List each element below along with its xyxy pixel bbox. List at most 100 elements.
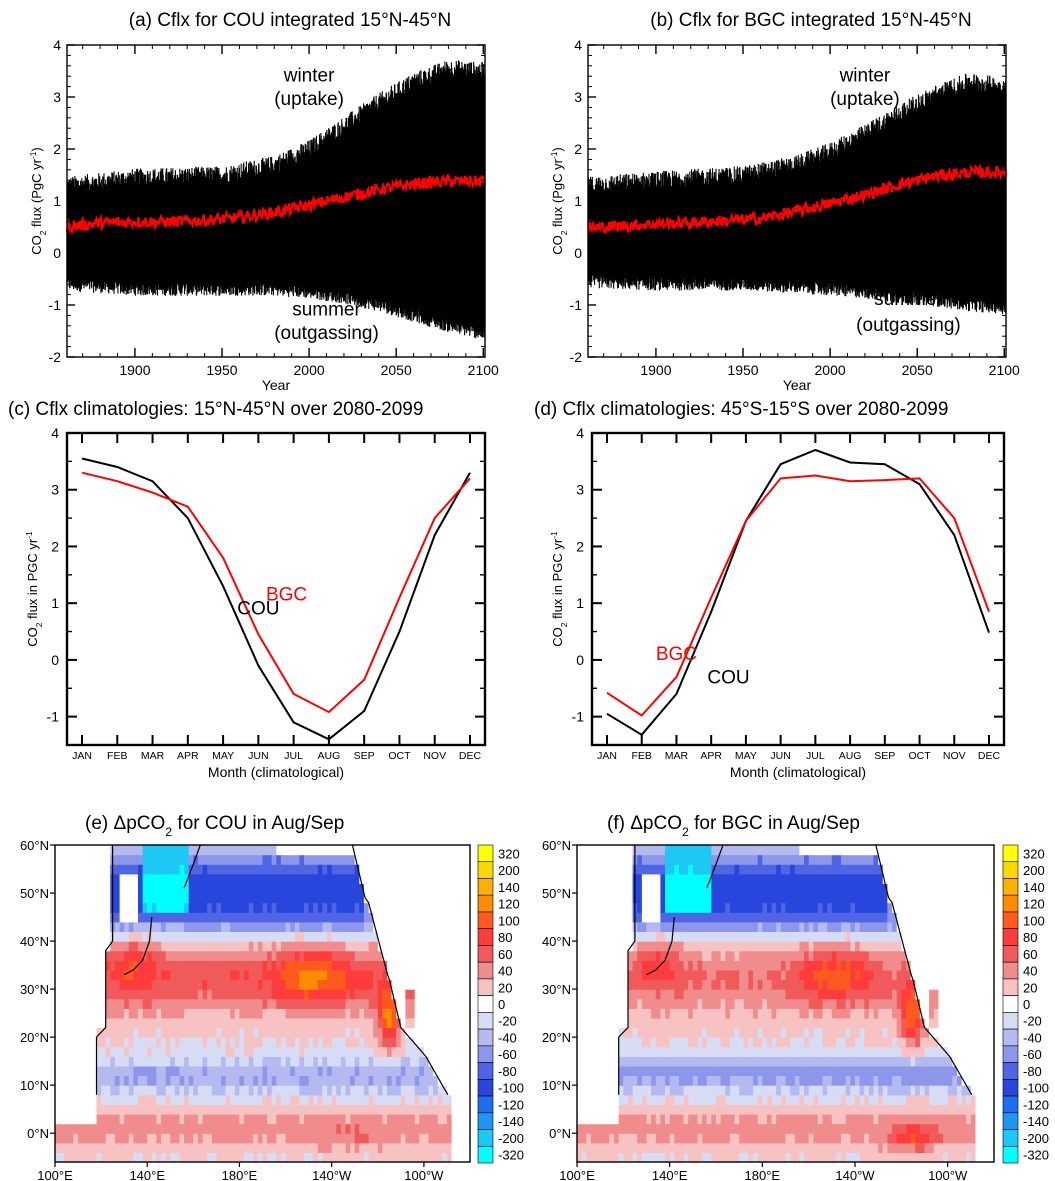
map-cell (313, 845, 319, 856)
map-cell (151, 1027, 157, 1038)
map-cell (82, 1008, 88, 1019)
map-cell (674, 1094, 680, 1105)
map-cell (299, 1104, 305, 1115)
map-cell (767, 1046, 773, 1057)
map-cell (124, 912, 130, 923)
map-cell (174, 1094, 181, 1105)
map-cell (665, 1152, 671, 1163)
map-cell (655, 989, 661, 1000)
map-cell (632, 969, 638, 981)
map-cell (637, 969, 643, 981)
map-cell (188, 969, 194, 981)
map-cell (428, 1065, 434, 1077)
map-cell (683, 979, 689, 990)
map-cell (446, 1133, 453, 1144)
map-cell (674, 902, 680, 913)
map-cell (216, 893, 222, 904)
map-cell (216, 950, 222, 961)
map-cell (382, 893, 388, 904)
map-cell (225, 921, 231, 932)
map-cell (336, 1085, 342, 1096)
map-cell (207, 873, 213, 884)
map-cell (683, 845, 689, 856)
map-cell (734, 893, 740, 904)
map-cell (313, 998, 319, 1009)
map-cell (460, 845, 466, 856)
map-cell (193, 1142, 199, 1153)
map-cell (641, 979, 648, 990)
map-cell (202, 1065, 208, 1077)
map-cell (124, 883, 130, 894)
map-cell (197, 969, 204, 981)
map-cell (419, 1114, 425, 1125)
map-cell (225, 1152, 231, 1163)
map-cell (165, 1152, 171, 1163)
map-cell (692, 1008, 698, 1019)
map-cell (604, 1104, 610, 1115)
map-cell (669, 845, 675, 856)
map-cell (767, 960, 773, 971)
map-cell (437, 902, 443, 913)
map-cell (753, 1114, 759, 1125)
map-cell (151, 902, 157, 913)
map-cell (739, 960, 745, 971)
map-cell (780, 1075, 787, 1086)
map-cell (734, 902, 740, 913)
map-cell (368, 1085, 374, 1096)
map-cell (299, 1065, 305, 1077)
map-cell (110, 1027, 116, 1038)
map-cell (280, 921, 287, 932)
map-cell (133, 1075, 139, 1086)
map-cell (271, 1056, 277, 1067)
map-cell (609, 845, 615, 856)
map-cell (253, 1027, 259, 1038)
map-cell (660, 941, 666, 952)
map-cell (96, 921, 102, 932)
panel-title: (b) Cflx for BGC integrated 15°N-45°N (650, 10, 971, 31)
map-cell (748, 1094, 754, 1105)
map-cell (161, 893, 167, 904)
map-cell (446, 1027, 453, 1038)
map-cell (170, 1133, 176, 1144)
map-cell (225, 1133, 231, 1144)
map-cell (600, 1085, 606, 1096)
map-cell (697, 1123, 703, 1134)
map-cell (637, 893, 643, 904)
map-cell (706, 941, 712, 952)
lon-label: 140°E (129, 1168, 165, 1181)
map-cell (96, 960, 102, 971)
map-cell (294, 845, 300, 856)
map-cell (442, 1046, 448, 1057)
map-cell (161, 1046, 167, 1057)
map-cell (124, 873, 130, 884)
map-cell (336, 1142, 342, 1153)
map-cell (692, 1065, 698, 1077)
map-cell (359, 864, 365, 875)
map-cell (683, 1114, 689, 1125)
map-cell (382, 998, 388, 1009)
map-cell (248, 1104, 254, 1115)
map-cell (419, 1027, 425, 1038)
map-cell (414, 1075, 420, 1086)
map-cell (91, 1114, 98, 1125)
map-cell (683, 1133, 689, 1144)
map-cell (59, 1152, 65, 1163)
map-cell (577, 1056, 583, 1067)
map-cell (156, 1114, 162, 1125)
map-cell (753, 1104, 759, 1115)
map-cell (257, 873, 264, 884)
map-cell (400, 1056, 406, 1067)
map-cell (618, 921, 624, 932)
map-cell (637, 1017, 643, 1029)
map-cell (170, 998, 176, 1009)
map-cell (142, 1027, 148, 1038)
map-cell (147, 1056, 153, 1067)
map-cell (96, 1046, 102, 1057)
map-cell (299, 1133, 305, 1144)
map-cell (299, 960, 305, 971)
map-cell (400, 873, 406, 884)
map-cell (377, 950, 383, 961)
map-cell (637, 950, 643, 961)
map-cell (711, 1104, 717, 1115)
map-cell (221, 1085, 227, 1096)
